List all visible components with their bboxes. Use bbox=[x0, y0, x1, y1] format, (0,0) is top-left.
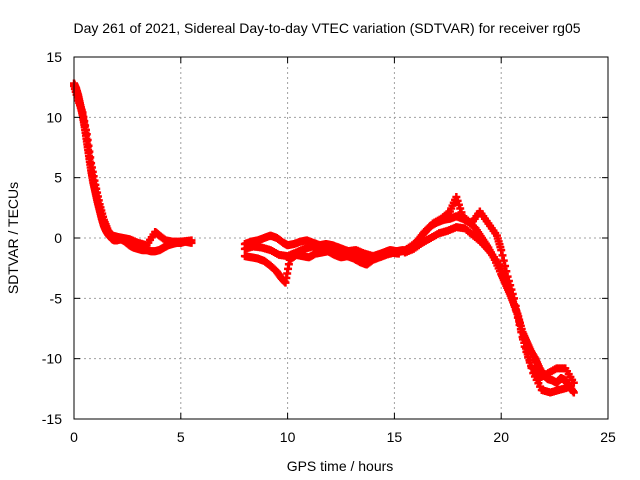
chart-title: Day 261 of 2021, Sidereal Day-to-day VTE… bbox=[73, 20, 580, 36]
y-tick-label: 0 bbox=[54, 230, 62, 246]
data-point-interp bbox=[507, 290, 516, 299]
data-point-interp bbox=[522, 347, 531, 356]
data-point-interp bbox=[517, 328, 526, 337]
x-tick-label: 20 bbox=[493, 429, 509, 445]
data-series bbox=[70, 81, 196, 250]
data-point bbox=[569, 378, 578, 387]
data-point-interp bbox=[513, 313, 522, 322]
y-axis-label: SDTVAR / TECUs bbox=[5, 182, 21, 294]
y-tick-label: 5 bbox=[54, 170, 62, 186]
y-tick-label: -15 bbox=[42, 411, 62, 427]
x-tick-label: 0 bbox=[70, 429, 78, 445]
data-series bbox=[240, 242, 403, 261]
data-point bbox=[569, 388, 578, 397]
data-point bbox=[512, 306, 521, 315]
x-tick-label: 25 bbox=[600, 429, 616, 445]
x-axis-label: GPS time / hours bbox=[287, 458, 394, 474]
data-point-interp bbox=[505, 285, 514, 294]
data-points bbox=[70, 79, 578, 397]
data-point-interp bbox=[525, 358, 534, 367]
data-point bbox=[187, 236, 196, 245]
data-point bbox=[503, 279, 512, 288]
data-point bbox=[497, 246, 506, 255]
data-point-interp bbox=[508, 295, 517, 304]
data-series bbox=[401, 223, 572, 397]
data-point-interp bbox=[501, 261, 510, 270]
x-tick-label: 5 bbox=[177, 429, 185, 445]
data-point-interp bbox=[518, 335, 527, 344]
data-point bbox=[520, 342, 529, 351]
data-point-interp bbox=[524, 353, 533, 362]
y-tick-label: 10 bbox=[46, 109, 62, 125]
axis-ticks: 0 5 10 15 20 25 -15 -10 -5 0 5 10 15 bbox=[42, 49, 616, 445]
x-tick-label: 15 bbox=[387, 429, 403, 445]
data-point-interp bbox=[527, 363, 536, 372]
data-point-interp bbox=[515, 320, 524, 329]
y-tick-label: -10 bbox=[42, 351, 62, 367]
data-point-interp bbox=[510, 301, 519, 310]
data-point bbox=[563, 383, 572, 392]
grid-lines bbox=[74, 57, 608, 419]
data-series bbox=[403, 192, 578, 387]
data-point-interp bbox=[499, 256, 508, 265]
y-tick-label: 15 bbox=[46, 49, 62, 65]
x-tick-label: 10 bbox=[280, 429, 296, 445]
y-tick-label: -5 bbox=[50, 290, 63, 306]
data-point-interp bbox=[498, 251, 507, 260]
